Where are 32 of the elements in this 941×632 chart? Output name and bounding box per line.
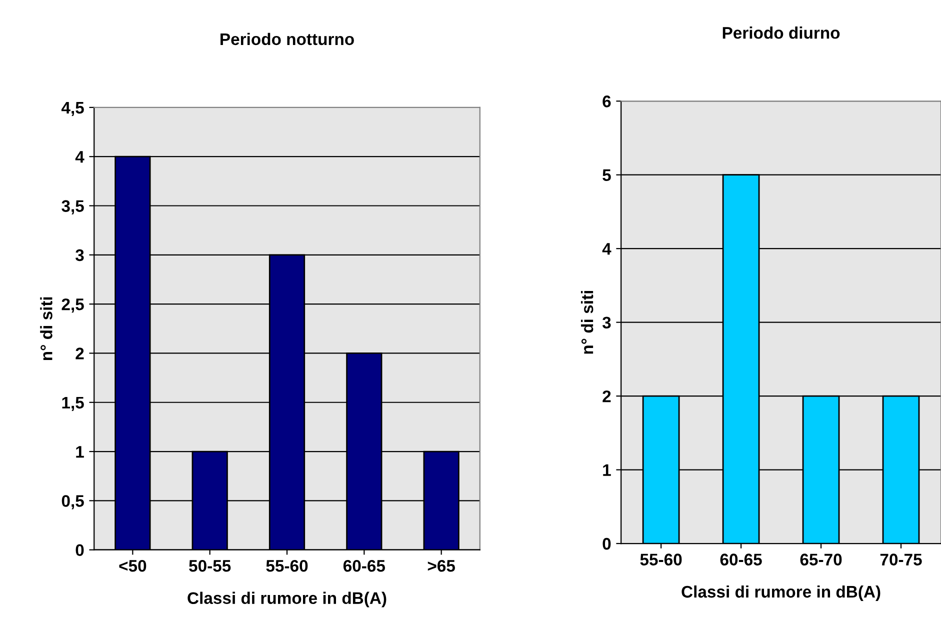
y-tick-label: 3,5	[62, 200, 84, 214]
x-tick-label: 70-75	[880, 554, 922, 566]
y-tick-label: 4	[75, 151, 84, 163]
y-tick-label: 5	[602, 169, 611, 182]
y-axis-title: n° di siti	[580, 291, 594, 354]
x-tick-label: 50-55	[189, 560, 231, 572]
y-tick-label: 6	[602, 96, 611, 108]
y-tick-label: 2	[602, 390, 611, 402]
y-tick-label: 4,5	[61, 102, 84, 116]
x-tick-label: 60-65	[343, 560, 386, 572]
chart-title: Periodo diurno	[722, 26, 840, 39]
x-tick-label: 65-70	[800, 554, 842, 566]
y-tick-label: 3	[602, 316, 611, 329]
x-tick-label: >65	[428, 560, 455, 572]
x-tick-label: 55-60	[266, 560, 308, 572]
x-axis-title: Classi di rumore in dB(A)	[682, 585, 880, 601]
x-tick-label: 60-65	[720, 554, 762, 566]
y-axis-title: n° di siti	[40, 297, 52, 360]
y-tick-label: 1	[76, 446, 84, 458]
y-tick-label: 4	[602, 243, 612, 255]
x-tick-label: 55-60	[640, 554, 682, 566]
y-tick-label: 2	[76, 348, 84, 360]
y-tick-label: 0,5	[62, 495, 84, 510]
y-tick-label: 2,5	[62, 298, 84, 313]
y-tick-label: 1	[603, 464, 611, 476]
y-tick-label: 3	[75, 249, 84, 262]
chart-title: Periodo notturno	[220, 32, 354, 46]
y-tick-label: 0	[602, 538, 611, 550]
x-axis-title: Classi di rumore in dB(A)	[188, 592, 386, 608]
y-tick-label: 1,5	[62, 396, 84, 411]
x-tick-label: <50	[119, 560, 146, 572]
y-tick-label: 0	[76, 544, 84, 556]
